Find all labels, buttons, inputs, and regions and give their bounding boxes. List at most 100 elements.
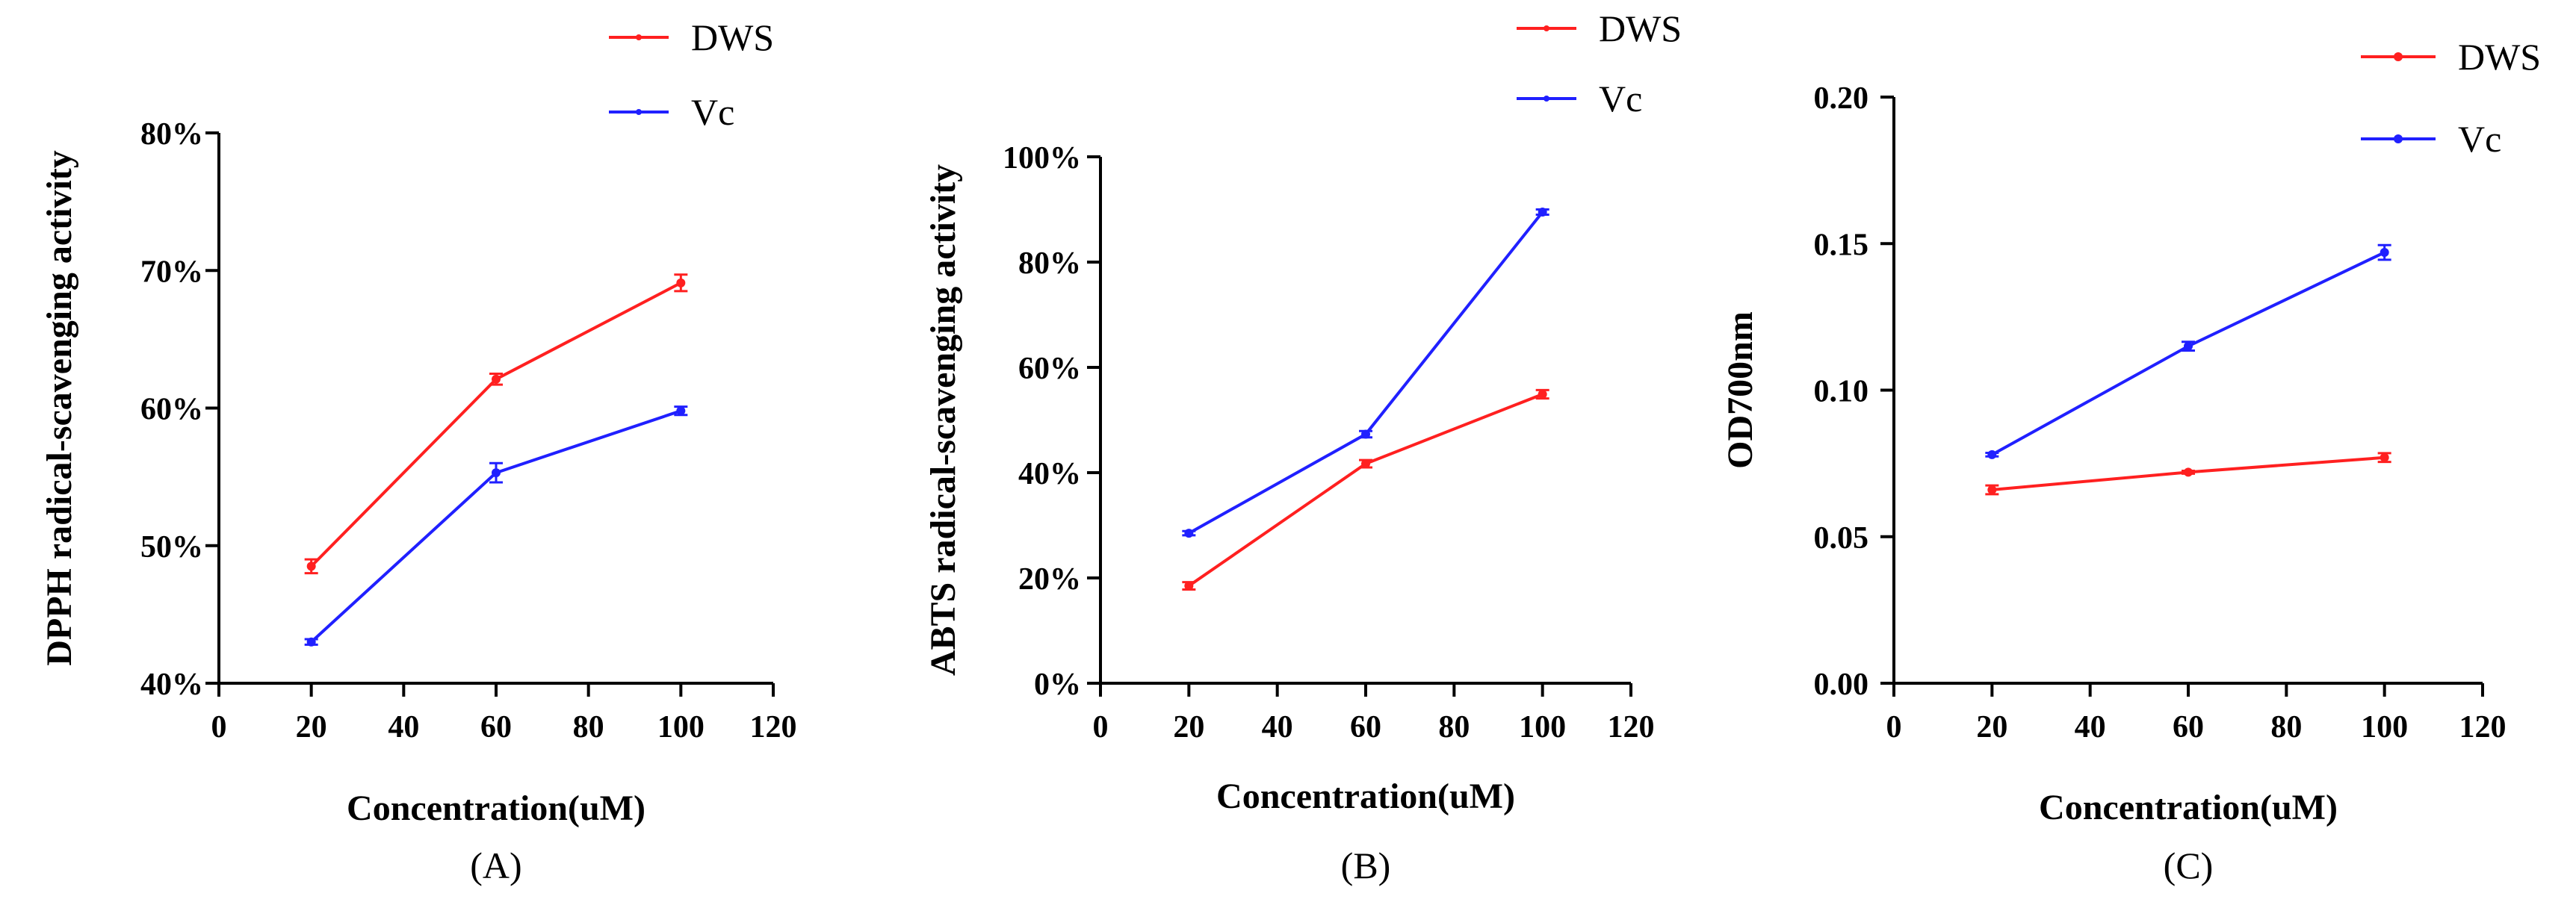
chart-a-y-ticks: 40% 50% 60% 70% 80% <box>140 117 219 702</box>
chart-a-series-line-dws <box>310 282 682 567</box>
chart-a-legend-marker-dws <box>636 34 642 40</box>
chart-b-x-ticks: 0 20 40 60 80 100 120 <box>1093 683 1655 744</box>
chart-b-x-tick-label: 20 <box>1173 710 1204 744</box>
chart-b-y-tick-label: 60% <box>1018 352 1081 386</box>
chart-a-point-dws <box>676 278 686 287</box>
chart-b-legend: DWS Vc <box>1517 7 1682 119</box>
chart-a-series-lines <box>304 273 688 647</box>
chart-c-x-tick-label: 20 <box>1976 710 2007 744</box>
chart-b-y-ticks: 0% 20% 40% 60% 80% 100% <box>1003 141 1100 702</box>
chart-c-legend-marker-vc <box>2394 134 2403 143</box>
chart-c-series-line-vc <box>1991 251 2385 456</box>
chart-b-x-tick-label: 100 <box>1519 710 1566 744</box>
chart-a-point-vc <box>492 468 501 478</box>
chart-c-axes <box>1892 97 2483 685</box>
chart-a-x-tick-label: 40 <box>388 710 419 744</box>
chart-b-series-line-vc <box>1188 211 1544 535</box>
chart-a-legend: DWS Vc <box>609 16 774 133</box>
chart-b-x-tick-label: 120 <box>1608 710 1655 744</box>
chart-a-legend-label-vc: Vc <box>691 91 734 133</box>
chart-b-point-vc <box>1184 529 1194 538</box>
chart-b-point-dws <box>1361 459 1370 469</box>
chart-c-panel-label: (C) <box>2164 845 2214 886</box>
chart-c-y-tick-label: 0.20 <box>1814 81 1869 116</box>
chart-c-legend: DWS Vc <box>2361 36 2541 160</box>
chart-b-axes <box>1099 157 1631 685</box>
chart-b-x-axis-title: Concentration(uM) <box>1216 777 1515 816</box>
chart-b-point-vc <box>1361 429 1370 439</box>
chart-b-point-dws <box>1538 389 1547 399</box>
chart-a-x-tick-label: 20 <box>296 710 327 744</box>
chart-c-x-tick-label: 40 <box>2075 710 2106 744</box>
chart-c-legend-label-vc: Vc <box>2458 118 2501 160</box>
chart-b-series-line-dws <box>1188 393 1544 588</box>
chart-b-x-tick-label: 0 <box>1093 710 1109 744</box>
chart-c-point-dws <box>2380 452 2389 462</box>
chart-c-point-vc <box>2380 248 2389 258</box>
chart-b-x-tick-label: 80 <box>1438 710 1470 744</box>
chart-b-legend-marker-dws <box>1544 25 1549 31</box>
chart-c-x-tick-label: 100 <box>2361 710 2408 744</box>
chart-a-y-tick-label: 70% <box>140 255 203 289</box>
chart-a-y-tick-label: 60% <box>140 393 203 427</box>
chart-a-x-ticks: 0 20 40 60 80 100 120 <box>211 683 797 744</box>
chart-b-series-lines <box>1182 208 1549 591</box>
chart-a-x-tick-label: 100 <box>657 710 705 744</box>
chart-a-point-dws <box>306 562 316 571</box>
chart-b-y-axis-title: ABTS radical-scavenging activity <box>923 164 963 676</box>
chart-a-series-line-vc <box>310 409 681 644</box>
chart-c-x-tick-label: 0 <box>1886 710 1902 744</box>
chart-a-point-vc <box>306 637 316 647</box>
chart-a-x-axis-title: Concentration(uM) <box>347 789 645 828</box>
chart-b-x-tick-label: 60 <box>1350 710 1381 744</box>
chart-c-y-axis-title: OD700nm <box>1721 311 1760 469</box>
chart-c-x-axis-title: Concentration(uM) <box>2039 788 2338 827</box>
chart-b-point-vc <box>1538 208 1547 217</box>
chart-c-y-ticks: 0.00 0.05 0.10 0.15 0.20 <box>1814 81 1894 702</box>
chart-c-y-tick-label: 0.10 <box>1814 375 1869 409</box>
chart-a-x-tick-label: 120 <box>750 710 797 744</box>
chart-c-point-vc <box>1987 450 1997 459</box>
chart-b-point-dws <box>1184 581 1194 591</box>
chart-c-x-tick-label: 60 <box>2173 710 2204 744</box>
chart-a-y-axis-title: DPPH radical-scavenging activity <box>40 150 79 666</box>
chart-c-y-tick-label: 0.00 <box>1814 668 1869 702</box>
chart-a-legend-marker-vc <box>636 109 642 115</box>
chart-a-panel-label: (A) <box>470 845 521 886</box>
chart-c-x-tick-label: 120 <box>2459 710 2507 744</box>
chart-a-axes <box>217 133 773 685</box>
chart-c-point-vc <box>2184 341 2193 351</box>
chart-panel-b: 0 20 40 60 80 100 120 0% 20% 40% 60% 80% 100% Conce… <box>923 7 1682 886</box>
chart-b-y-tick-label: 0% <box>1034 668 1081 702</box>
chart-a-point-vc <box>676 406 686 416</box>
chart-b-legend-marker-vc <box>1544 96 1549 102</box>
chart-c-legend-label-dws: DWS <box>2458 36 2541 78</box>
chart-a-x-tick-label: 60 <box>480 710 512 744</box>
chart-a-x-tick-label: 80 <box>573 710 604 744</box>
chart-c-point-dws <box>2184 467 2193 477</box>
chart-a-x-tick-label: 0 <box>211 710 227 744</box>
chart-a-legend-label-dws: DWS <box>691 16 774 58</box>
chart-panel-c: 0 20 40 60 80 100 120 0.00 0.05 0.10 0.15 0.20 Con… <box>1721 36 2541 886</box>
chart-c-x-ticks: 0 20 40 60 80 100 120 <box>1886 683 2507 744</box>
chart-a-point-dws <box>492 374 501 384</box>
chart-c-y-tick-label: 0.15 <box>1814 228 1869 262</box>
chart-c-x-tick-label: 80 <box>2270 710 2302 744</box>
chart-b-y-tick-label: 40% <box>1018 457 1081 491</box>
chart-b-x-tick-label: 40 <box>1262 710 1293 744</box>
chart-c-legend-marker-dws <box>2394 52 2403 61</box>
chart-b-legend-label-vc: Vc <box>1599 78 1642 119</box>
chart-c-point-dws <box>1987 485 1997 494</box>
chart-panel-a: 0 20 40 60 80 100 120 40% 50% 60% 70% 80% Concentr… <box>40 16 797 886</box>
chart-c-y-tick-label: 0.05 <box>1814 521 1869 556</box>
chart-a-y-tick-label: 80% <box>140 117 203 152</box>
chart-b-y-tick-label: 20% <box>1018 562 1081 597</box>
chart-c-series-lines <box>1985 243 2391 496</box>
chart-a-y-tick-label: 40% <box>140 668 203 702</box>
chart-b-legend-label-dws: DWS <box>1599 7 1682 49</box>
chart-b-y-tick-label: 100% <box>1003 141 1081 175</box>
chart-a-y-tick-label: 50% <box>140 530 203 565</box>
chart-b-y-tick-label: 80% <box>1018 246 1081 281</box>
chart-b-panel-label: (B) <box>1341 845 1391 886</box>
